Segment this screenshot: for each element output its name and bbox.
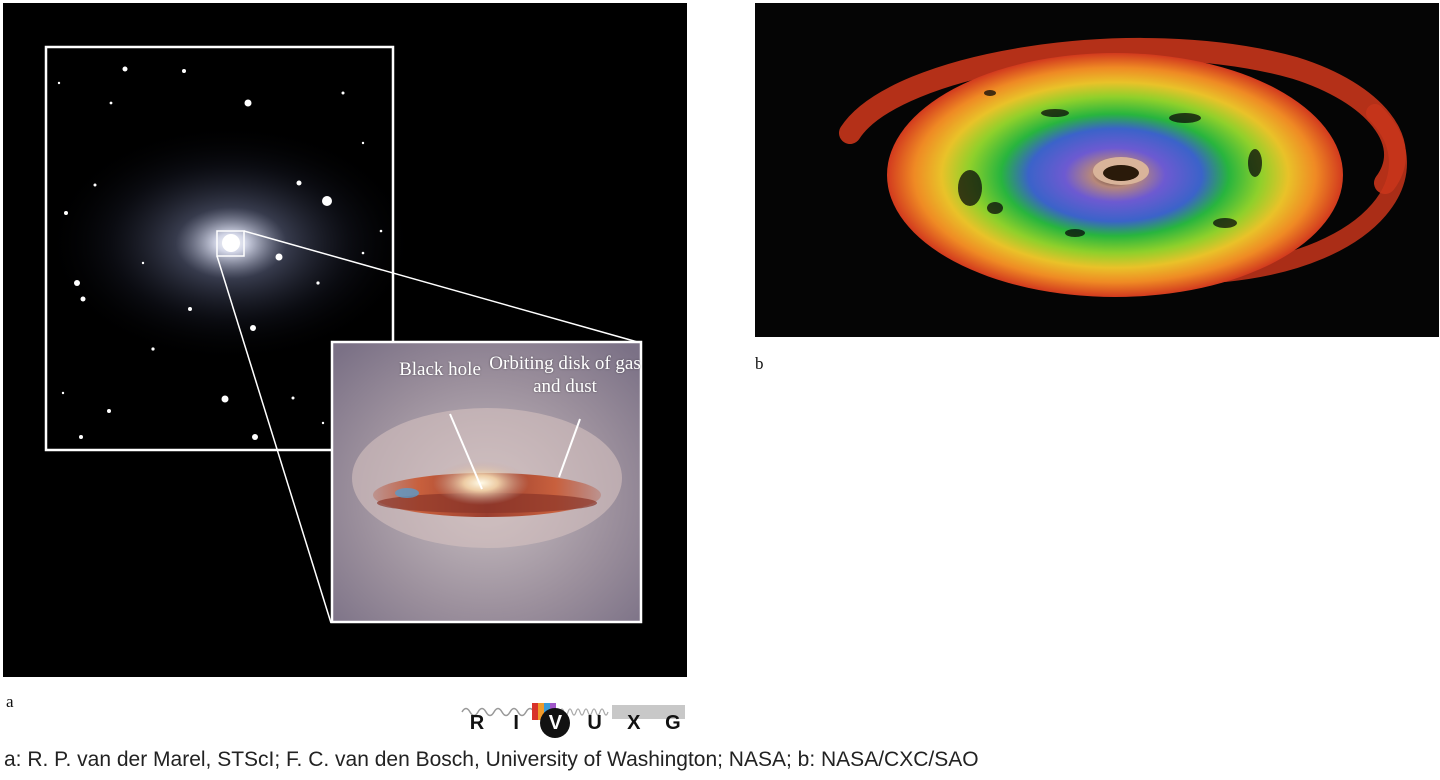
zoom-line-bottom	[216, 255, 332, 624]
band-r: R	[469, 711, 485, 734]
galaxy-nucleus	[222, 234, 240, 252]
disk-pointer	[558, 418, 581, 478]
black-hole-pointer	[449, 413, 483, 490]
disk-core	[433, 461, 529, 505]
band-v-active: V	[540, 708, 571, 738]
zoom-box	[216, 230, 245, 257]
spiral-arm-right	[1216, 104, 1407, 282]
panel-a-label: a	[6, 692, 14, 711]
inset-image	[330, 340, 643, 624]
black-hole-core	[1103, 165, 1139, 181]
star-field	[57, 66, 383, 440]
band-x: X	[627, 711, 641, 734]
accretion-disk-panel	[755, 3, 1439, 337]
image-credit: a: R. P. van der Marel, STScI; F. C. van…	[4, 748, 979, 771]
galaxy-svg	[44, 45, 643, 624]
panel-b-label: b	[755, 354, 764, 373]
band-i: I	[513, 711, 519, 734]
spectrum-bands: R I V U X G	[462, 708, 688, 738]
band-g: G	[665, 711, 681, 734]
outer-frame	[44, 45, 395, 452]
black-hole-label: Black hole	[399, 359, 481, 380]
accretion-disk-svg	[839, 37, 1407, 297]
disk-label: Orbiting disk of gas and dust	[489, 353, 641, 397]
band-u: U	[587, 711, 602, 734]
dust-speckles	[958, 90, 1262, 237]
zoom-line-top	[243, 230, 642, 344]
galaxy-image-panel	[3, 3, 687, 677]
